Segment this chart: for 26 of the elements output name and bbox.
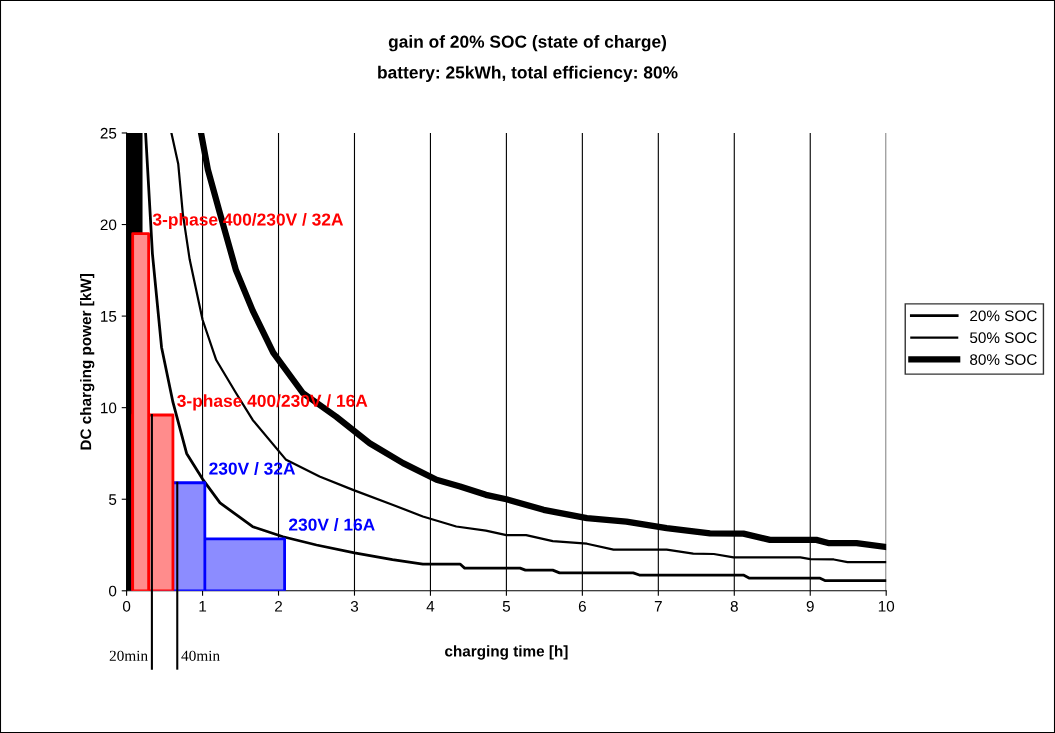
x-tick-label: 6 [578,600,586,612]
legend-label: 50% SOC [970,332,1037,344]
x-tick-label: 3 [350,600,359,612]
ref-line-label: 20min [109,650,148,661]
x-tick-label: 1 [199,601,207,612]
x-tick-label: 7 [654,601,662,612]
chart-title: gain of 20% SOC (state of charge) [388,35,667,52]
x-tick-label: 0 [122,600,131,612]
y-tick-label: 10 [101,402,117,414]
y-tick-label: 0 [108,585,117,597]
x-tick-label: 10 [878,600,895,612]
x-tick-label: 8 [730,600,738,612]
legend-label: 20% SOC [970,310,1037,322]
x-tick-label: 4 [426,601,435,612]
chart-subtitle: battery: 25kWh, total efficiency: 80% [378,65,678,83]
ref-line-label: 40min [181,650,220,661]
legend-label: 80% SOC [970,354,1037,365]
x-axis-title: charging time [h] [445,645,568,660]
y-axis-title: DC charging power [kW] [80,274,95,450]
y-tick-label: 15 [101,311,117,322]
x-tick-label: 2 [275,600,282,612]
y-tick-label: 5 [108,494,117,505]
x-tick-label: 5 [502,601,511,612]
x-tick-label: 9 [806,600,814,612]
y-tick-label: 20 [100,219,117,231]
y-tick-label: 25 [100,127,117,139]
